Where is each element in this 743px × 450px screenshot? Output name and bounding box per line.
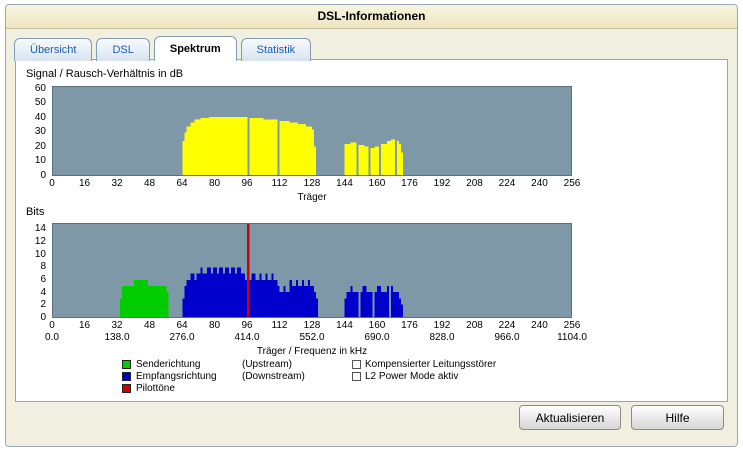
snr-chart-y-axis: 0 10 20 30 40 50 60 bbox=[16, 82, 49, 180]
axis-tick-label: 240 bbox=[531, 178, 548, 189]
upstream-legend-label: Senderichtung bbox=[136, 359, 201, 370]
axis-tick-label: 12 bbox=[34, 236, 46, 247]
bits-chart-x-axis-khz: 0.0 138.0 276.0 414.0 552.0 690.0 828.0 966.0 11… bbox=[45, 332, 587, 344]
bits-chart-title: Bits bbox=[26, 206, 45, 218]
dialog-title: DSL-Informationen bbox=[6, 5, 737, 29]
axis-tick-label: 16 bbox=[78, 178, 91, 189]
axis-tick-label: 160 bbox=[368, 320, 386, 331]
axis-tick-label: 50 bbox=[34, 97, 46, 109]
downstream-legend-label: Empfangsrichtung bbox=[136, 371, 217, 382]
refresh-button[interactable]: Aktualisieren bbox=[519, 405, 621, 430]
axis-tick-label: 96 bbox=[241, 178, 253, 189]
snr-chart-title: Signal / Rausch-Verhältnis in dB bbox=[26, 68, 184, 80]
axis-tick-label: 144 bbox=[336, 178, 353, 189]
spectrum-content-panel: Signal / Rausch-Verhältnis in dB 0 10 20 30… bbox=[15, 59, 728, 402]
l2-power-mode-legend-label: L2 Power Mode aktiv bbox=[365, 371, 459, 382]
compensated-disturber-legend-label: Kompensierter Leitungsstörer bbox=[365, 359, 497, 370]
axis-tick-label: 6 bbox=[40, 274, 46, 285]
axis-tick-label: 414.0 bbox=[234, 332, 260, 343]
axis-tick-label: 208 bbox=[466, 178, 483, 189]
axis-tick-label: 10 bbox=[34, 248, 46, 260]
axis-tick-label: 16 bbox=[78, 320, 91, 331]
axis-tick-label: 192 bbox=[433, 320, 451, 331]
tab-dsl[interactable]: DSL bbox=[96, 38, 150, 61]
axis-tick-label: 30 bbox=[34, 126, 46, 138]
axis-tick-label: 0.0 bbox=[45, 332, 59, 343]
axis-tick-label: 64 bbox=[176, 320, 188, 331]
pilot-tones-legend-label: Pilottöne bbox=[136, 383, 175, 394]
dsl-information-dialog: DSL-Informationen Übersicht DSL Spektrum St… bbox=[5, 4, 738, 447]
axis-tick-label: 1104.0 bbox=[557, 332, 587, 343]
bits-chart-y-axis: 0 2 4 6 8 10 12 14 bbox=[16, 223, 49, 323]
axis-tick-label: 690.0 bbox=[364, 332, 390, 343]
axis-tick-label: 0 bbox=[40, 170, 46, 181]
axis-tick-label: 112 bbox=[271, 320, 288, 331]
axis-tick-label: 40 bbox=[34, 111, 46, 123]
l2-power-mode-legend-swatch bbox=[352, 372, 361, 381]
axis-tick-label: 60 bbox=[34, 82, 46, 94]
axis-tick-label: 0 bbox=[40, 312, 46, 323]
axis-tick-label: 32 bbox=[111, 320, 123, 331]
upstream-legend-sublabel: (Upstream) bbox=[242, 359, 293, 370]
axis-tick-label: 0 bbox=[49, 320, 55, 331]
axis-tick-label: 0 bbox=[49, 178, 55, 189]
axis-tick-label: 14 bbox=[34, 223, 46, 235]
axis-tick-label: 20 bbox=[34, 140, 46, 152]
bits-chart-plot bbox=[52, 223, 572, 318]
axis-tick-label: 128 bbox=[303, 320, 321, 331]
snr-chart-plot bbox=[52, 86, 572, 176]
axis-tick-label: 10 bbox=[34, 155, 46, 167]
snr-chart-x-label: Träger bbox=[297, 192, 327, 203]
axis-tick-label: 192 bbox=[433, 178, 451, 189]
axis-tick-label: 240 bbox=[531, 320, 548, 331]
axis-tick-label: 256 bbox=[563, 320, 581, 331]
axis-tick-label: 48 bbox=[143, 178, 156, 189]
axis-tick-label: 176 bbox=[401, 178, 418, 189]
chart-legend: Senderichtung (Upstream) Empfangsrichtun… bbox=[16, 359, 727, 399]
axis-tick-label: 80 bbox=[208, 178, 221, 189]
axis-tick-label: 8 bbox=[40, 261, 46, 273]
axis-tick-label: 176 bbox=[401, 320, 418, 331]
axis-tick-label: 828.0 bbox=[429, 332, 455, 343]
axis-tick-label: 160 bbox=[368, 178, 386, 189]
axis-tick-label: 4 bbox=[40, 286, 46, 298]
axis-tick-label: 208 bbox=[466, 320, 483, 331]
axis-tick-label: 96 bbox=[241, 320, 253, 331]
axis-tick-label: 966.0 bbox=[494, 332, 520, 343]
axis-tick-label: 552.0 bbox=[299, 332, 325, 343]
axis-tick-label: 276.0 bbox=[169, 332, 195, 343]
axis-tick-label: 256 bbox=[563, 178, 581, 189]
axis-tick-label: 48 bbox=[143, 320, 156, 331]
upstream-legend-swatch bbox=[122, 360, 131, 369]
axis-tick-label: 80 bbox=[208, 320, 221, 331]
help-button[interactable]: Hilfe bbox=[631, 405, 724, 430]
axis-tick-label: 224 bbox=[498, 178, 516, 189]
axis-tick-label: 144 bbox=[336, 320, 353, 331]
axis-tick-label: 64 bbox=[176, 178, 188, 189]
bits-chart-x-axis-carrier: 0 16 32 48 64 80 96 112 128 144 160 176 192 208 224 240… bbox=[49, 320, 580, 332]
axis-tick-label: 112 bbox=[271, 178, 288, 189]
tab-bar: Übersicht DSL Spektrum Statistik bbox=[14, 36, 315, 61]
snr-chart-x-axis: 0 16 32 48 64 80 96 112 128 144 160 176 192 208 224 240… bbox=[49, 178, 580, 190]
axis-tick-label: 2 bbox=[40, 299, 46, 311]
tab-uebersicht[interactable]: Übersicht bbox=[14, 38, 93, 61]
downstream-legend-swatch bbox=[122, 372, 131, 381]
bits-chart-x-label: Träger / Frequenz in kHz bbox=[256, 346, 368, 357]
downstream-legend-sublabel: (Downstream) bbox=[242, 371, 305, 382]
tab-spektrum[interactable]: Spektrum bbox=[153, 36, 237, 61]
tab-statistik[interactable]: Statistik bbox=[240, 38, 312, 61]
axis-tick-label: 138.0 bbox=[104, 332, 130, 343]
axis-tick-label: 224 bbox=[498, 320, 516, 331]
axis-tick-label: 32 bbox=[111, 178, 123, 189]
compensated-disturber-legend-swatch bbox=[352, 360, 361, 369]
pilot-tones-legend-swatch bbox=[122, 384, 131, 393]
axis-tick-label: 128 bbox=[303, 178, 321, 189]
